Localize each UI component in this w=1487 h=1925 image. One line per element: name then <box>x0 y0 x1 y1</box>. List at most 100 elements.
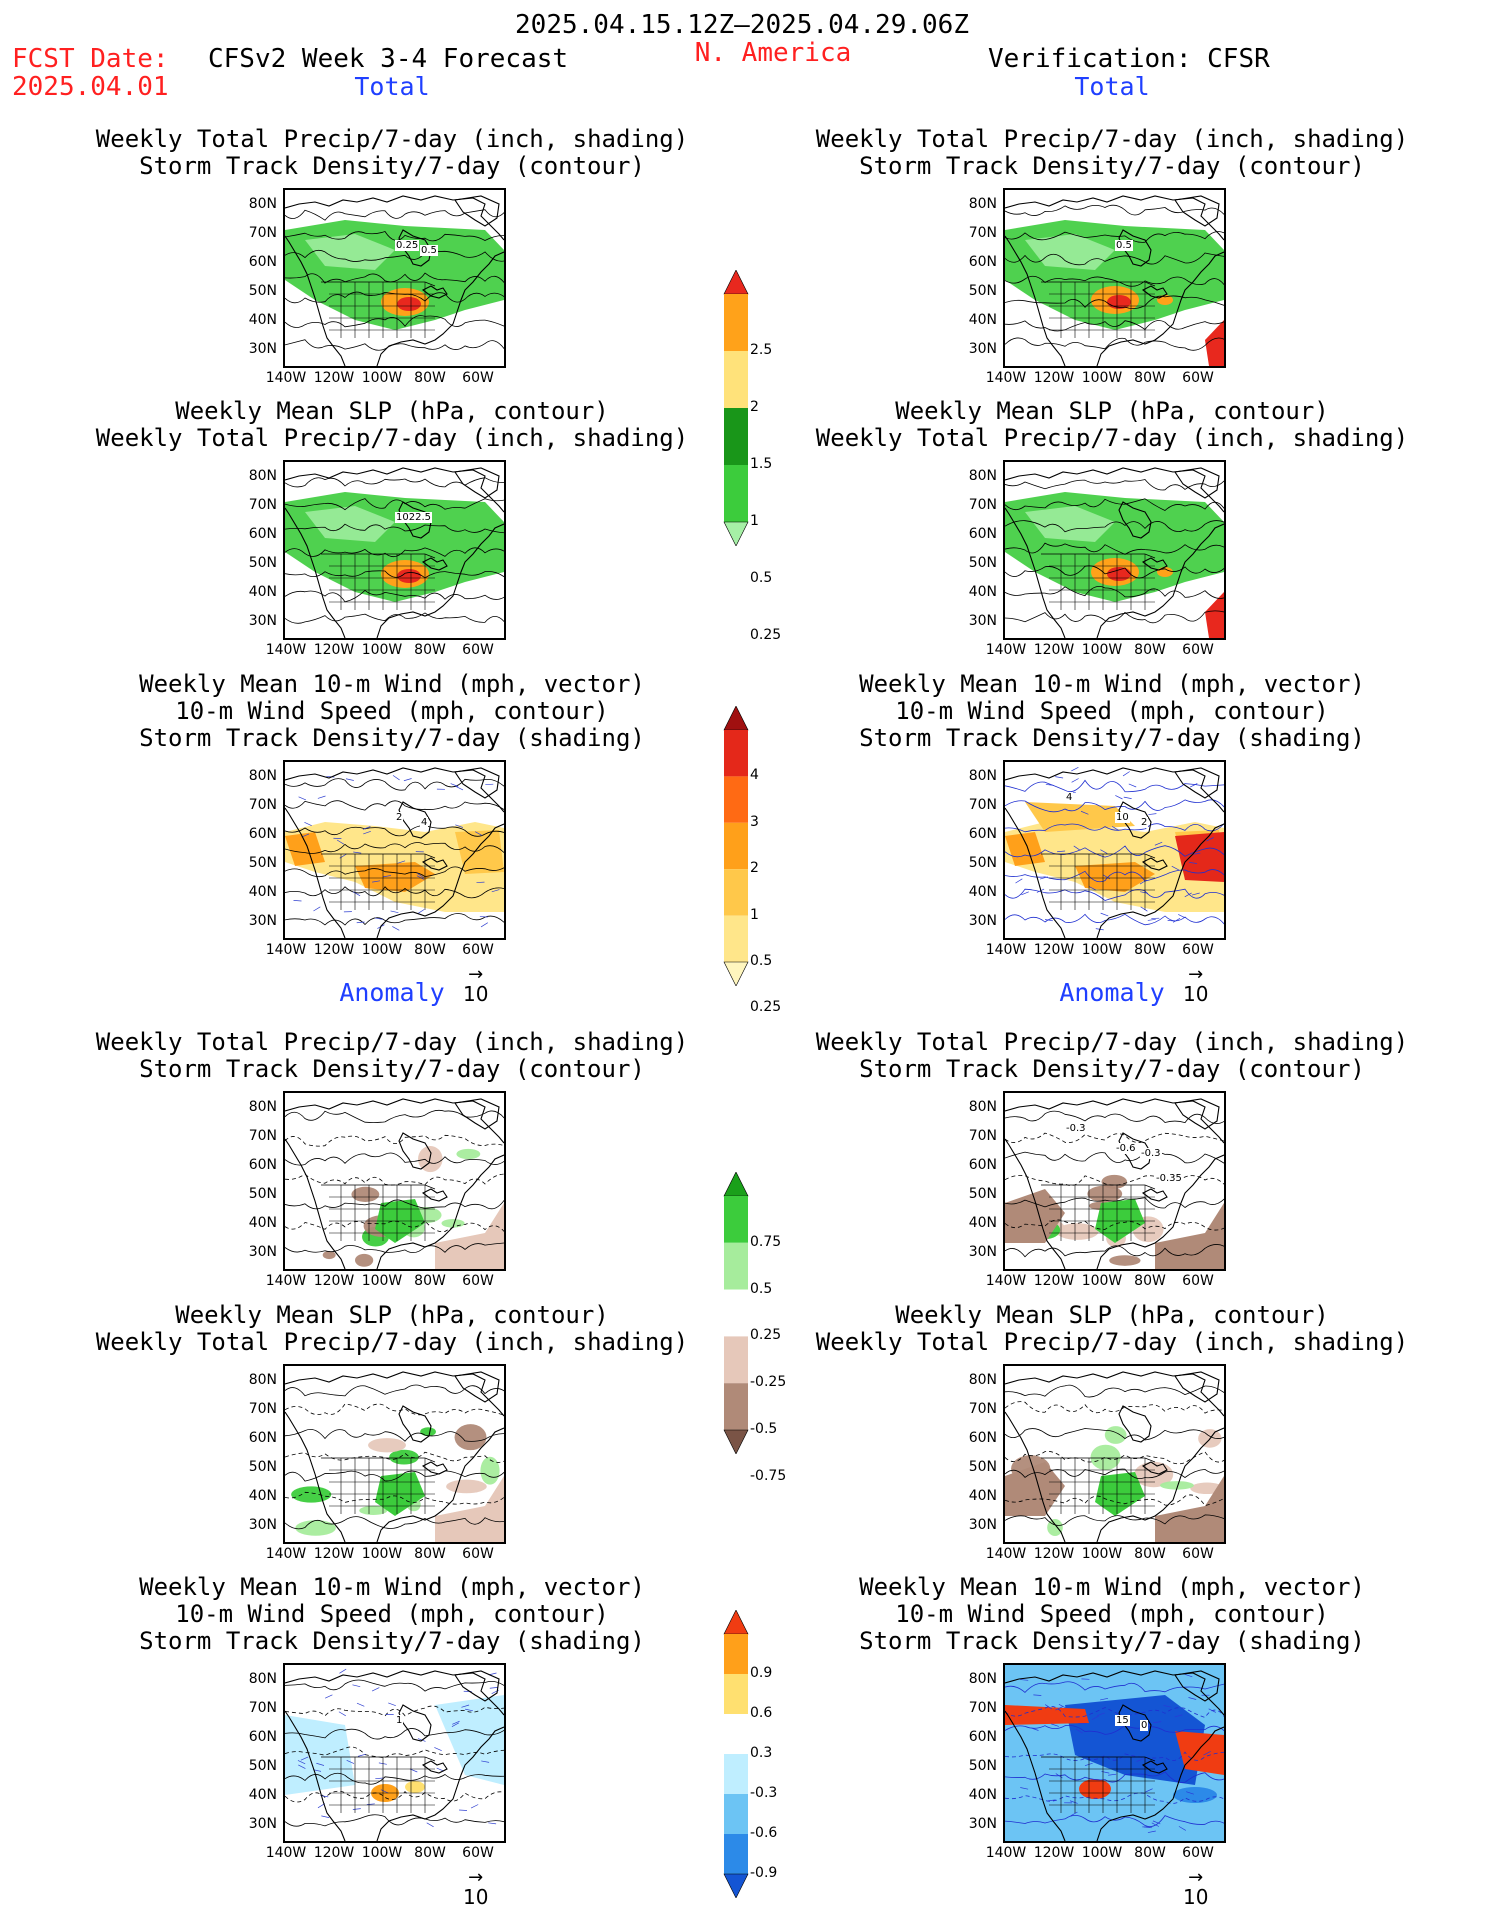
colorbar-swatch <box>724 1794 748 1834</box>
lat-tick-label: 40N <box>968 1215 997 1231</box>
colorbar-label: -0.3 <box>750 1785 778 1801</box>
colorbar-label: 0.25 <box>750 627 782 643</box>
panel-title: Weekly Total Precip/7-day (inch, shading… <box>816 1029 1408 1083</box>
panel-title-line: Weekly Mean SLP (hPa, contour) <box>895 1301 1329 1329</box>
lon-tick-label: 100W <box>1081 1546 1123 1562</box>
verification-title: Verification: CFSR <box>988 44 1270 74</box>
panel-title-line: Weekly Mean 10-m Wind (mph, vector) <box>859 1573 1365 1601</box>
panel-title-line: Weekly Total Precip/7-day (inch, shading… <box>815 125 1409 153</box>
contour-label: 0 <box>1140 1720 1149 1731</box>
panel-title-line: Weekly Total Precip/7-day (inch, shading… <box>95 1328 689 1356</box>
colorbar-swatch <box>724 869 748 916</box>
fcst-map-2: 1022.5 <box>283 460 506 640</box>
map-plot <box>1005 766 1224 938</box>
lat-tick-label: 30N <box>248 913 277 929</box>
fcst-map-6: 1 <box>283 1663 506 1843</box>
lat-tick-label: 70N <box>968 497 997 513</box>
fcst-date-label: FCST Date: <box>12 44 169 74</box>
contour-label: 2 <box>1140 817 1149 828</box>
lon-tick-label: 120W <box>313 370 355 386</box>
lat-tick-label: 60N <box>968 1430 997 1446</box>
colorbar-precip_anom: 0.75 0.5 0.25 -0.25 -0.5 -0.75 <box>722 1172 792 1484</box>
lon-tick-label: 140W <box>265 1273 307 1289</box>
arrow-icon: → <box>1188 964 1204 985</box>
panel-title: Weekly Total Precip/7-day (inch, shading… <box>816 126 1408 180</box>
contour-label: -0.6 <box>1115 1143 1137 1154</box>
section-total-verification: Total <box>1074 72 1150 101</box>
lat-tick-label: 80N <box>968 468 997 484</box>
map-plot <box>285 1098 504 1269</box>
panel-title: Weekly Mean 10-m Wind (mph, vector) 10-m … <box>139 1574 645 1655</box>
contour-label: -0.35 <box>1155 1173 1183 1184</box>
colorbar-swatch <box>723 1873 749 1898</box>
lat-tick-label: 80N <box>968 1099 997 1115</box>
lat-tick-label: 30N <box>968 1244 997 1260</box>
panel-title: Weekly Mean SLP (hPa, contour) Weekly Tot… <box>816 1302 1408 1356</box>
panel-title-line: Weekly Total Precip/7-day (inch, shading… <box>815 1328 1409 1356</box>
lon-tick-label: 140W <box>985 370 1027 386</box>
contour-label: 15 <box>1115 1715 1130 1726</box>
colorbar-label: 0.5 <box>750 1280 773 1297</box>
lat-tick-label: 50N <box>968 1758 997 1774</box>
colorbar-label: 0.5 <box>750 953 773 969</box>
lat-tick-label: 50N <box>248 555 277 571</box>
lat-tick-label: 80N <box>968 768 997 784</box>
contour-label: 0.5 <box>420 245 438 256</box>
colorbar-label: -0.9 <box>750 1865 778 1881</box>
vector-reference-value: 10 <box>463 1885 489 1909</box>
fcst-map-5 <box>283 1364 506 1544</box>
lat-tick-label: 30N <box>248 1244 277 1260</box>
section-total-forecast: Total <box>354 72 430 101</box>
lat-tick-label: 30N <box>968 1816 997 1832</box>
panel-title: Weekly Mean SLP (hPa, contour) Weekly Tot… <box>816 398 1408 452</box>
lon-tick-label: 80W <box>1134 370 1166 386</box>
lon-tick-label: 60W <box>462 942 494 958</box>
map-plot <box>1005 467 1224 638</box>
lon-tick-label: 60W <box>462 1845 494 1861</box>
contour-label: 10 <box>1115 812 1130 823</box>
lat-tick-label: 70N <box>248 797 277 813</box>
lon-tick-label: 140W <box>985 1845 1027 1861</box>
vector-reference: → 10 <box>463 966 488 1007</box>
lat-tick-label: 60N <box>968 254 997 270</box>
lat-tick-label: 60N <box>248 526 277 542</box>
forecast-title: CFSv2 Week 3-4 Forecast <box>208 44 569 74</box>
colorbar-swatch <box>724 351 748 408</box>
lat-tick-label: 60N <box>248 826 277 842</box>
lon-tick-label: 60W <box>1182 1845 1214 1861</box>
lat-tick-label: 80N <box>248 1671 277 1687</box>
panel-title-line: Storm Track Density/7-day (shading) <box>859 724 1365 752</box>
lat-tick-label: 70N <box>968 1128 997 1144</box>
lon-tick-label: 60W <box>1182 1546 1214 1562</box>
lon-tick-label: 120W <box>1033 642 1075 658</box>
lon-tick-label: 100W <box>361 942 403 958</box>
lon-tick-label: 80W <box>1134 1546 1166 1562</box>
panel-title-line: Weekly Total Precip/7-day (inch, shading… <box>815 424 1409 452</box>
lat-tick-label: 40N <box>968 1488 997 1504</box>
lat-tick-label: 60N <box>968 1157 997 1173</box>
panel-title-line: 10-m Wind Speed (mph, contour) <box>895 697 1329 725</box>
vector-reference: → 10 <box>1183 1869 1208 1910</box>
lat-tick-label: 60N <box>248 1157 277 1173</box>
panel-title-line: Weekly Total Precip/7-day (inch, shading… <box>815 1028 1409 1056</box>
panel-title: Weekly Mean 10-m Wind (mph, vector) 10-m … <box>139 671 645 752</box>
panel-title-line: Weekly Mean SLP (hPa, contour) <box>895 397 1329 425</box>
contour-label: 2 <box>395 812 404 823</box>
colorbar-label: 0.25 <box>750 1327 782 1344</box>
lat-tick-label: 30N <box>968 341 997 357</box>
contour-label: 4 <box>420 817 429 828</box>
lon-tick-label: 120W <box>313 1845 355 1861</box>
lat-tick-label: 50N <box>248 1459 277 1475</box>
panel-title-line: Storm Track Density/7-day (shading) <box>859 1627 1365 1655</box>
lat-tick-label: 40N <box>248 584 277 600</box>
map-plot <box>1005 1371 1224 1542</box>
lon-tick-label: 100W <box>361 1273 403 1289</box>
lon-tick-label: 100W <box>1081 642 1123 658</box>
lat-tick-label: 30N <box>248 1816 277 1832</box>
lon-tick-label: 80W <box>414 370 446 386</box>
lon-tick-label: 60W <box>462 642 494 658</box>
contour-label: -0.3 <box>1065 1123 1087 1134</box>
lat-tick-label: 60N <box>248 254 277 270</box>
colorbar-swatch <box>723 1429 749 1454</box>
colorbar-swatch <box>724 1714 748 1754</box>
